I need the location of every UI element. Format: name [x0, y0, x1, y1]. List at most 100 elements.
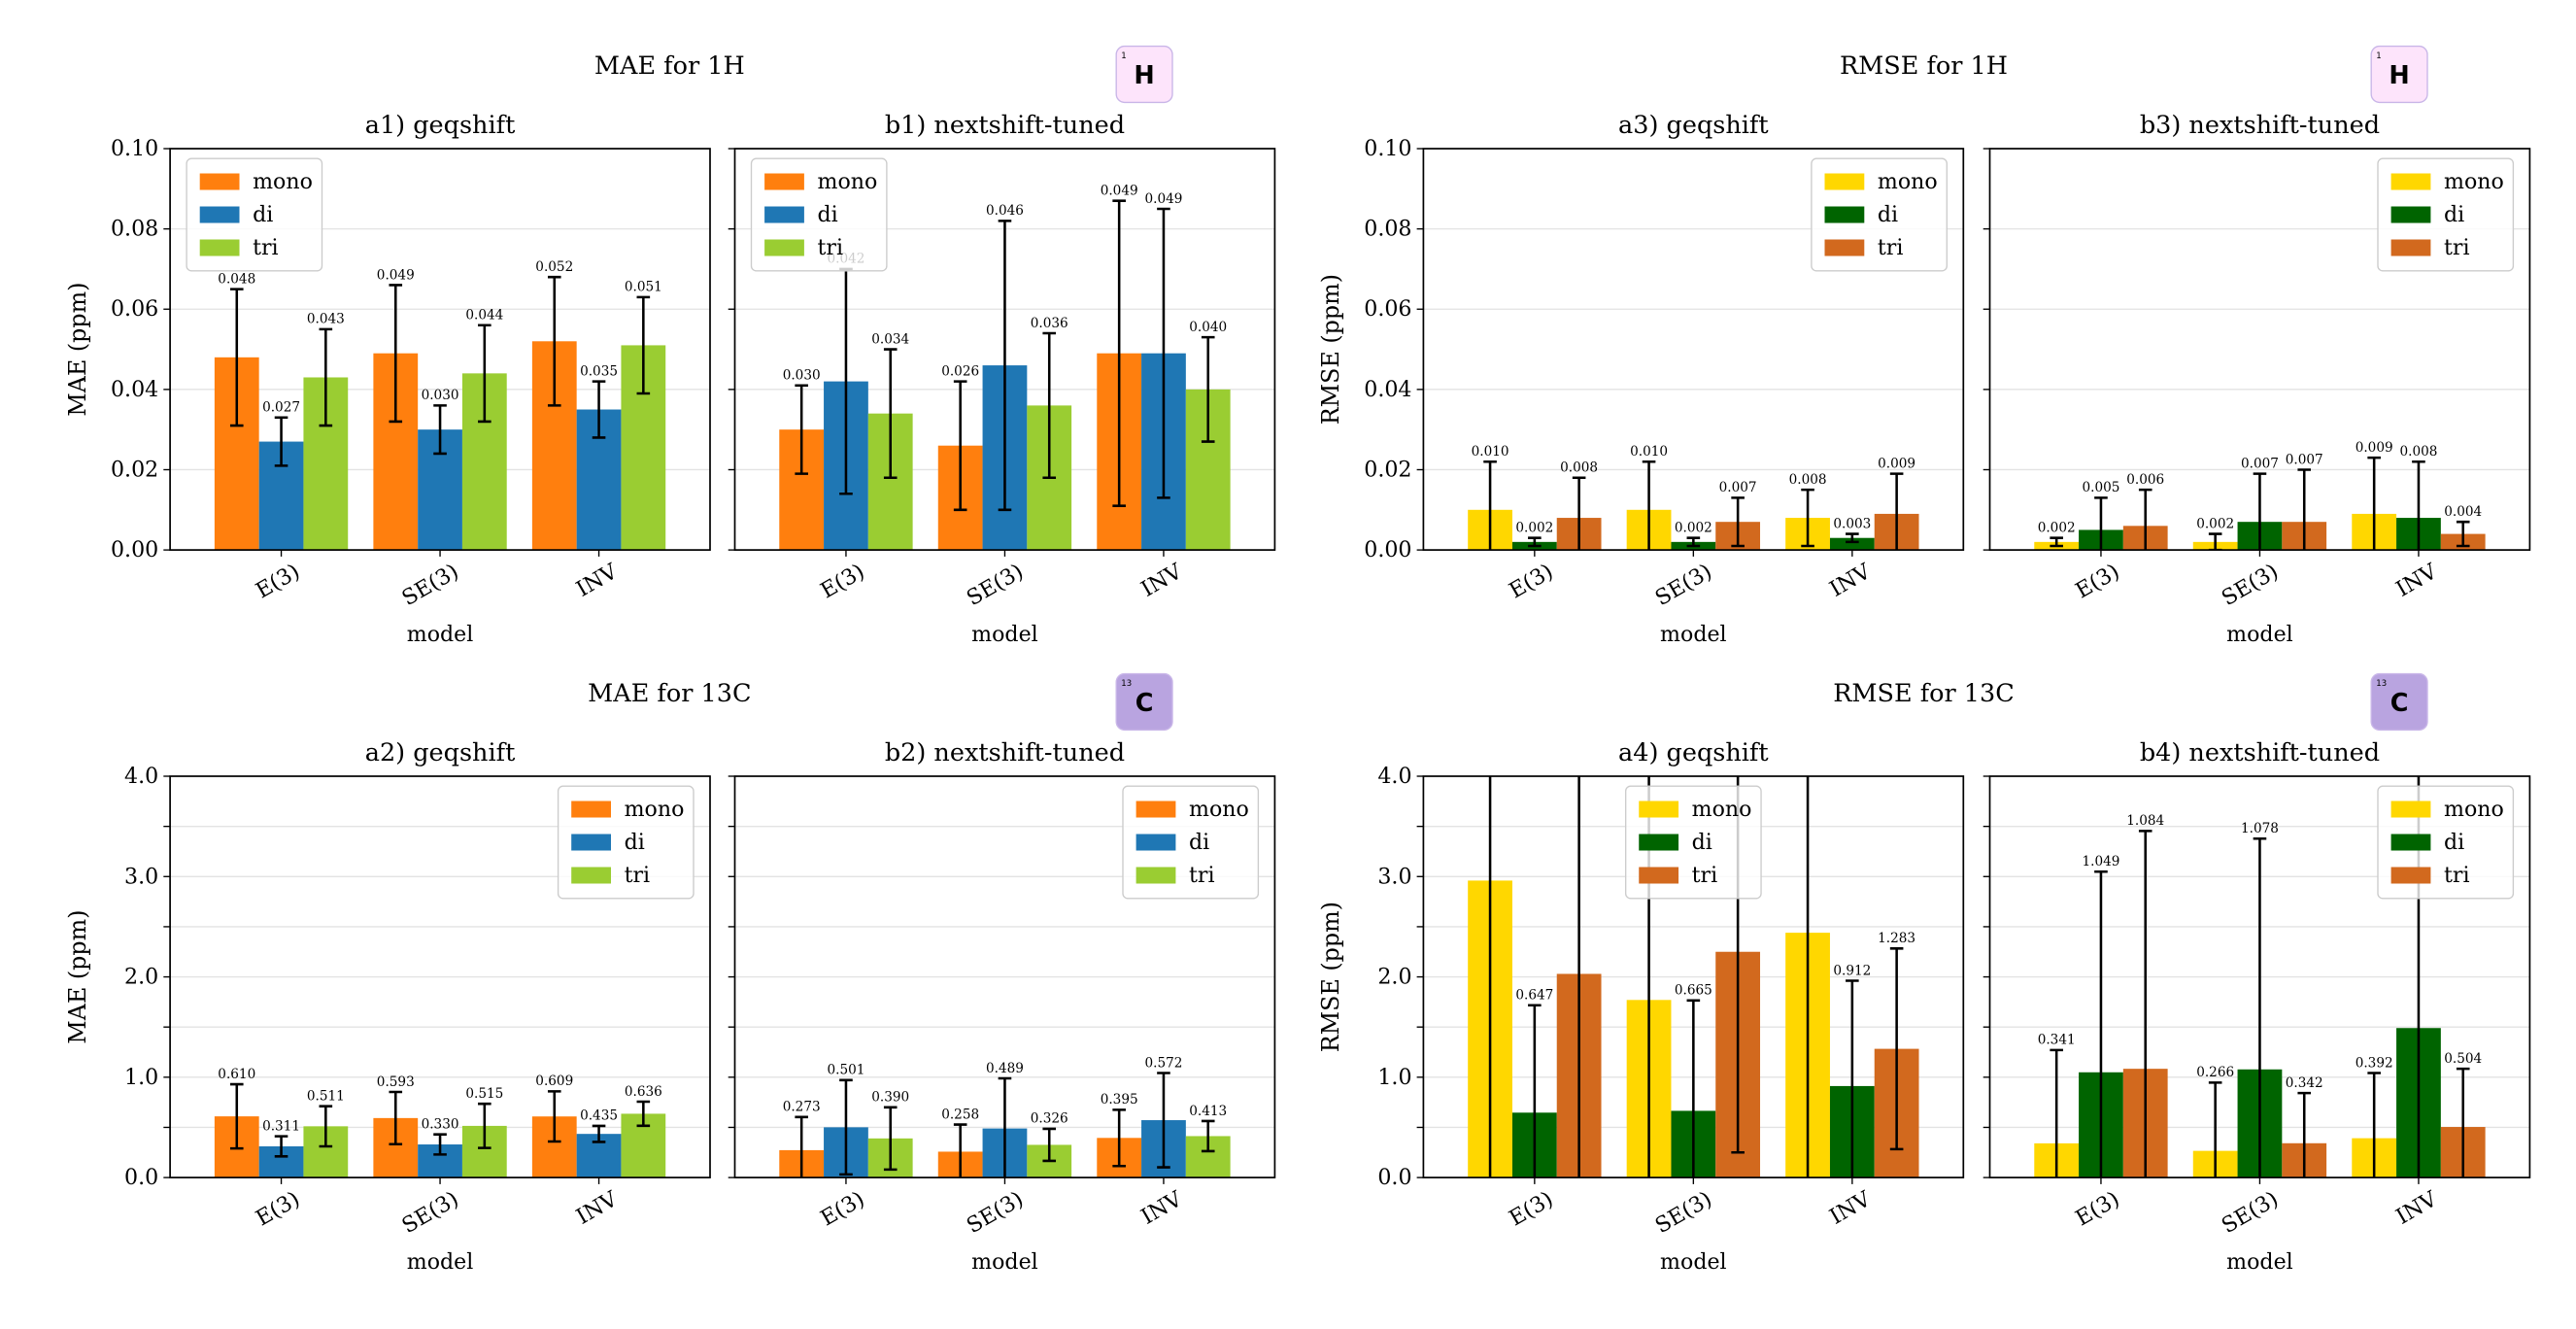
- value-label: 0.007: [1719, 480, 1757, 495]
- value-label: 0.040: [1189, 320, 1227, 335]
- legend-swatch: [1824, 173, 1865, 190]
- y-axis-label: MAE (ppm): [64, 910, 91, 1044]
- group-title: MAE for 1H: [594, 51, 745, 81]
- value-label: 0.043: [307, 312, 345, 327]
- value-label: 0.002: [2038, 521, 2076, 536]
- value-label: 0.030: [422, 388, 459, 403]
- value-label: 0.003: [1833, 516, 1871, 531]
- badge-mass: 13: [1121, 679, 1132, 689]
- error-bar: [1572, 476, 1586, 551]
- value-label: 0.258: [941, 1107, 979, 1122]
- error-bar: [1201, 1119, 1215, 1153]
- error-bar: [547, 275, 561, 407]
- legend-label: tri: [817, 235, 843, 260]
- value-label: 0.609: [535, 1073, 573, 1089]
- legend-label: mono: [2444, 797, 2504, 822]
- legend-label: mono: [625, 797, 685, 822]
- x-tick-label: INV: [1825, 559, 1876, 602]
- y-tick-label: 1.0: [124, 1065, 158, 1090]
- value-label: 0.010: [1630, 444, 1668, 460]
- chart-title: a2) geqshift: [365, 738, 516, 767]
- legend-label: tri: [2444, 235, 2470, 260]
- legend-swatch: [1135, 867, 1176, 884]
- legend-swatch: [199, 173, 240, 190]
- x-tick-label: INV: [572, 1186, 623, 1230]
- value-label: 0.009: [1878, 456, 1915, 471]
- y-tick-label: 0.02: [111, 457, 158, 482]
- badge-mass: 13: [2376, 679, 2387, 689]
- value-label: 0.665: [1675, 983, 1712, 999]
- error-bar: [1731, 496, 1745, 548]
- group-title: RMSE for 1H: [1840, 51, 2008, 81]
- x-tick-label: INV: [572, 559, 623, 602]
- error-bar: [274, 416, 288, 467]
- legend-label: tri: [625, 863, 651, 888]
- legend-swatch: [2390, 173, 2431, 190]
- legend-label: tri: [2444, 863, 2470, 888]
- bar: [1829, 537, 1875, 551]
- legend-swatch: [199, 206, 240, 223]
- value-label: 0.007: [2286, 452, 2323, 467]
- error-bar: [229, 1082, 244, 1150]
- legend-swatch: [2390, 834, 2431, 851]
- x-axis-label: model: [1660, 1249, 1727, 1275]
- legend-swatch: [764, 206, 804, 223]
- legend-swatch: [1824, 239, 1865, 256]
- value-label: 0.504: [2444, 1051, 2482, 1067]
- y-tick-label: 4.0: [1377, 764, 1411, 789]
- error-bar: [2412, 460, 2425, 551]
- legend-label: tri: [253, 235, 279, 260]
- value-label: 0.007: [2241, 456, 2279, 471]
- legend-swatch: [571, 801, 611, 818]
- value-label: 0.515: [465, 1086, 503, 1102]
- value-label: 0.009: [2356, 440, 2393, 456]
- value-label: 1.283: [1878, 931, 1915, 946]
- value-label: 0.006: [2126, 472, 2164, 488]
- error-bar: [1157, 1072, 1170, 1169]
- error-bar: [839, 1078, 853, 1176]
- error-bar: [2456, 520, 2470, 548]
- chart-title: a4) geqshift: [1618, 738, 1769, 767]
- x-tick-label: SE(3): [963, 1186, 1028, 1239]
- x-tick-label: E(3): [1505, 1186, 1557, 1231]
- legend-label: di: [1878, 202, 1898, 227]
- value-label: 0.912: [1833, 963, 1871, 978]
- error-bar: [2138, 488, 2152, 551]
- y-tick-label: 3.0: [1377, 864, 1411, 889]
- error-bar: [478, 1102, 491, 1149]
- error-bar: [2297, 1091, 2312, 1178]
- error-bar: [2050, 1048, 2063, 1178]
- error-bar: [2094, 869, 2108, 1178]
- value-label: 0.501: [827, 1063, 864, 1078]
- legend-swatch: [1135, 801, 1176, 818]
- value-label: 0.008: [2399, 444, 2437, 460]
- value-label: 0.395: [1101, 1092, 1138, 1108]
- y-tick-label: 0.10: [111, 136, 158, 161]
- error-bar: [883, 1106, 898, 1172]
- value-label: 0.002: [1515, 521, 1553, 536]
- value-label: 0.330: [422, 1116, 459, 1132]
- chart-title: b2) nextshift-tuned: [885, 738, 1125, 767]
- error-bar: [636, 1100, 651, 1128]
- x-tick-label: E(3): [252, 559, 304, 603]
- legend-label: tri: [1692, 863, 1718, 888]
- value-label: 0.610: [218, 1067, 255, 1082]
- error-bar: [2253, 836, 2267, 1178]
- value-label: 0.005: [2082, 480, 2119, 495]
- legend-swatch: [1135, 834, 1176, 851]
- y-tick-label: 0.10: [1364, 136, 1411, 161]
- value-label: 0.489: [986, 1061, 1024, 1076]
- value-label: 0.035: [580, 363, 618, 379]
- value-label: 1.084: [2126, 813, 2164, 829]
- y-tick-label: 3.0: [124, 864, 158, 889]
- error-bar: [1846, 979, 1859, 1178]
- value-label: 0.008: [1560, 460, 1598, 476]
- value-label: 0.026: [941, 363, 979, 379]
- legend-label: di: [253, 202, 273, 227]
- error-bar: [592, 1124, 606, 1143]
- error-bar: [478, 324, 491, 424]
- error-bar: [795, 1115, 808, 1178]
- error-bar: [636, 295, 651, 395]
- x-tick-label: SE(3): [397, 1186, 462, 1239]
- value-label: 0.004: [2444, 504, 2482, 520]
